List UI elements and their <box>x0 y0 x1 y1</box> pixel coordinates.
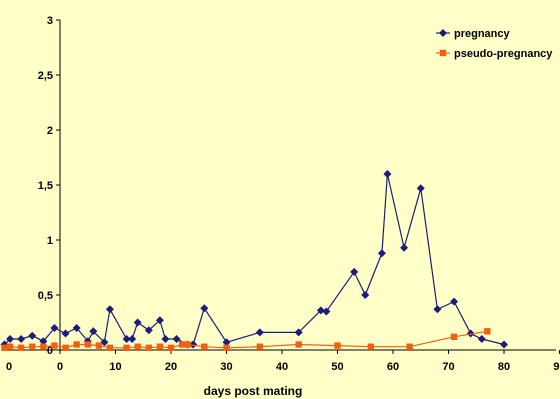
pregnancy-point <box>128 335 137 343</box>
pregnancy-point <box>294 328 303 337</box>
plot-area <box>0 170 508 351</box>
pseudo-pregnancy-point <box>51 342 58 349</box>
pseudo-pregnancy-point <box>145 344 152 351</box>
pregnancy-point <box>361 291 370 299</box>
pregnancy-point <box>200 304 209 313</box>
pregnancy-point <box>189 340 198 349</box>
pregnancy-line <box>4 173 505 346</box>
pseudo-pregnancy-point <box>156 343 164 350</box>
pseudo-pregnancy-point <box>95 342 103 349</box>
pseudo-pregnancy-point <box>484 328 491 335</box>
pseudo-pregnancy-point <box>406 343 413 350</box>
pseudo-pregnancy-point <box>201 343 208 350</box>
pseudo-pregnancy-point <box>367 343 374 350</box>
x-tick-label: 20 <box>165 361 177 373</box>
pregnancy-point <box>6 335 15 343</box>
pregnancy-point <box>400 243 409 252</box>
pseudo-pregnancy-point <box>106 344 114 351</box>
pregnancy-point <box>89 327 98 336</box>
x-tick-label: 60 <box>387 361 399 373</box>
x-tick-label: 80 <box>498 361 510 373</box>
pseudo-pregnancy-point <box>334 342 341 349</box>
x-tick-label: 50 <box>331 361 343 373</box>
pseudo-pregnancy-point <box>223 344 230 351</box>
pregnancy-point <box>100 338 109 347</box>
pregnancy-point <box>222 338 231 347</box>
y-tick-label: 1 <box>47 235 53 247</box>
pregnancy-point <box>50 324 59 332</box>
legend-marker-pseudo-pregnancy <box>439 49 447 57</box>
pseudo-pregnancy-point <box>256 343 263 350</box>
pregnancy-point <box>72 324 81 332</box>
y-tick-label: 1,5 <box>38 180 53 192</box>
pregnancy-point <box>350 267 359 276</box>
pregnancy-point <box>61 329 70 338</box>
x-tick-label: 40 <box>276 361 288 373</box>
x-tick-label: 30 <box>220 361 232 373</box>
pregnancy-point <box>133 318 142 327</box>
pseudo-pregnancy-point <box>29 343 36 350</box>
pregnancy-point <box>450 297 459 306</box>
pregnancy-point <box>144 326 153 335</box>
pseudo-pregnancy-point <box>184 341 191 348</box>
x-tick-label: 0 <box>57 361 63 373</box>
pseudo-pregnancy-point <box>17 344 25 351</box>
y-tick-label: 0,5 <box>38 290 53 302</box>
x-tick-label: 90 <box>553 361 560 373</box>
x-axis-title: days post mating <box>204 384 303 398</box>
pseudo-pregnancy-point <box>1 344 8 351</box>
pseudo-pregnancy-point <box>450 333 458 340</box>
pregnancy-point <box>39 337 48 346</box>
x-axis: 0 0 10 20 30 40 50 60 70 80 90 <box>6 349 560 373</box>
pregnancy-point <box>17 335 26 343</box>
y-tick-label: 0 <box>47 345 53 357</box>
pregnancy-point <box>105 305 114 314</box>
x-tick-label: 70 <box>442 361 454 373</box>
legend-marker-pregnancy <box>439 29 447 37</box>
pregnancy-point <box>161 335 170 343</box>
y-tick-label: 3 <box>47 15 53 27</box>
legend: pregnancy pseudo-pregnancy <box>436 28 553 60</box>
pseudo-pregnancy-point <box>6 343 14 350</box>
pregnancy-point <box>416 184 425 193</box>
pregnancy-point <box>28 331 37 340</box>
pseudo-pregnancy-point <box>295 341 302 348</box>
pregnancy-point <box>383 170 392 178</box>
pregnancy-point <box>477 335 486 343</box>
pseudo-pregnancy-point <box>123 344 130 351</box>
y-axis: 0 0,5 1 1,5 2 2,5 3 <box>38 15 61 357</box>
pseudo-pregnancy-point <box>62 344 69 351</box>
pseudo-pregnancy-point <box>84 341 91 348</box>
pregnancy-point <box>122 335 131 343</box>
pregnancy-point <box>322 307 331 316</box>
pseudo-pregnancy-point <box>73 341 80 348</box>
pregnancy-point <box>377 249 386 258</box>
pseudo-pregnancy-point <box>40 343 47 350</box>
y-tick-label: 2,5 <box>38 70 53 82</box>
pseudo-pregnancy-point <box>178 341 186 348</box>
pseudo-pregnancy-point <box>134 343 141 350</box>
pregnancy-point <box>255 328 264 337</box>
pseudo-pregnancy-point <box>167 344 175 351</box>
x-tick-label: 0 <box>6 361 12 373</box>
legend-label-pseudo-pregnancy: pseudo-pregnancy <box>454 48 553 60</box>
y-tick-label: 2 <box>47 125 53 137</box>
pregnancy-point <box>172 335 181 343</box>
pregnancy-point <box>316 306 325 315</box>
pregnancy-point <box>500 340 508 349</box>
pregnancy-point <box>433 305 442 314</box>
x-tick-label: 10 <box>109 361 121 373</box>
legend-label-pregnancy: pregnancy <box>454 28 511 40</box>
pregnancy-point <box>155 316 164 325</box>
